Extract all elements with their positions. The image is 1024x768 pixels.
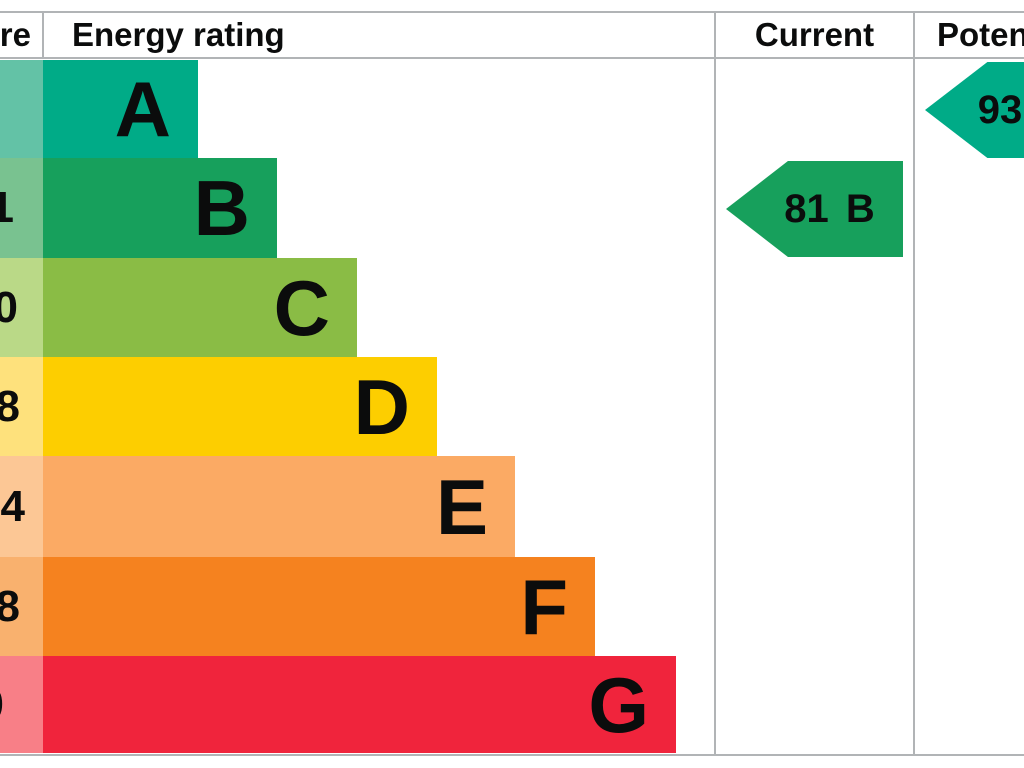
table-top-border bbox=[0, 11, 1024, 13]
band-bar-f: F bbox=[43, 557, 595, 656]
score-column-divider bbox=[42, 11, 44, 59]
score-cell-b bbox=[0, 158, 43, 258]
band-letter-a: A bbox=[114, 65, 171, 153]
current-column-header: Current bbox=[754, 16, 875, 53]
band-row-e: 39-54 E bbox=[0, 456, 1024, 557]
band-row-b: 81-91 B bbox=[0, 158, 1024, 258]
band-bar-c: C bbox=[43, 258, 357, 357]
potential-column-divider bbox=[913, 11, 915, 756]
band-letter-c: C bbox=[273, 263, 330, 352]
table-bottom-border bbox=[0, 754, 1024, 756]
score-cell-a bbox=[0, 60, 43, 158]
band-row-d: 55-68 D bbox=[0, 357, 1024, 456]
band-bar-e: E bbox=[43, 456, 515, 557]
band-row-f: 21-38 F bbox=[0, 557, 1024, 656]
score-range-e: 39-54 bbox=[0, 481, 25, 531]
header-bottom-border bbox=[0, 57, 1024, 59]
band-bar-b: B bbox=[43, 158, 277, 258]
band-letter-d: D bbox=[353, 362, 410, 451]
score-range-b: 81-91 bbox=[0, 183, 14, 232]
band-letter-g: G bbox=[588, 660, 649, 749]
band-row-c: 69-80 C bbox=[0, 258, 1024, 357]
current-rating-value: 81 B bbox=[784, 186, 875, 231]
score-cell-g bbox=[0, 656, 43, 753]
band-bar-d: D bbox=[43, 357, 437, 456]
score-cell-e bbox=[0, 456, 43, 557]
band-letter-e: E bbox=[435, 462, 488, 551]
potential-column-header: Potential bbox=[937, 16, 1024, 53]
band-letter-f: F bbox=[520, 562, 568, 651]
score-range-g: 1-20 bbox=[0, 680, 4, 730]
band-bar-g: G bbox=[43, 656, 676, 753]
band-row-g: 1-20 G bbox=[0, 656, 1024, 753]
band-letter-b: B bbox=[193, 164, 250, 252]
score-range-f: 21-38 bbox=[0, 581, 20, 631]
energy-rating-column-header: Energy rating bbox=[72, 16, 285, 53]
potential-rating-value: 93 bbox=[977, 87, 1023, 132]
score-cell-c bbox=[0, 258, 43, 357]
score-cell-f bbox=[0, 557, 43, 656]
current-column-divider bbox=[714, 11, 716, 756]
band-row-a: 92+ A bbox=[0, 60, 1024, 158]
score-range-c: 69-80 bbox=[0, 282, 18, 332]
band-bar-a: A bbox=[43, 60, 198, 158]
score-column-header: Score bbox=[0, 16, 31, 53]
score-range-d: 55-68 bbox=[0, 381, 20, 431]
score-cell-d bbox=[0, 357, 43, 456]
